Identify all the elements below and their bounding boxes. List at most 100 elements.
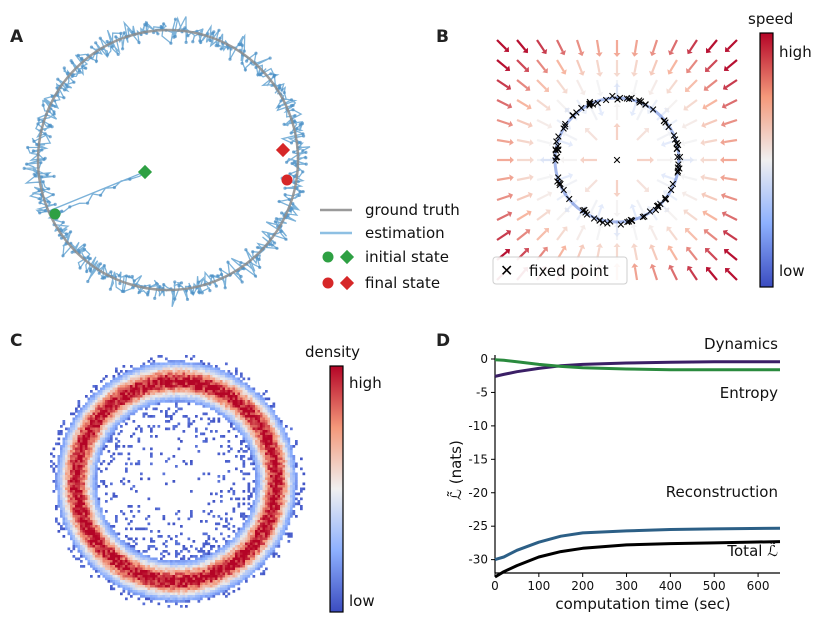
density-cell (115, 400, 118, 403)
density-cell (125, 405, 128, 408)
fixed-point-marker: ✕ (589, 213, 598, 226)
flow-arrow (595, 39, 603, 57)
density-cell (67, 495, 71, 498)
density-cell (152, 580, 156, 583)
density-cell (240, 382, 243, 386)
density-cell (85, 512, 88, 516)
density-cell (160, 355, 163, 358)
density-cell (232, 565, 236, 568)
density-cell (77, 442, 81, 446)
fixed-point-marker: ✕ (577, 102, 586, 115)
density-cell (237, 402, 241, 406)
density-cell (75, 512, 78, 516)
density-cell (187, 517, 191, 521)
density-cell (130, 555, 133, 558)
density-cell (192, 577, 196, 581)
density-cell (107, 555, 111, 558)
density-cell (257, 392, 261, 396)
density-cell (180, 387, 183, 391)
density-cell (92, 562, 96, 566)
density-cell (125, 597, 128, 601)
density-cell (110, 380, 113, 383)
density-cell (70, 530, 73, 533)
density-cell (227, 585, 231, 588)
density-cell (102, 517, 106, 521)
density-cell (267, 437, 271, 441)
estimation-point (43, 209, 47, 213)
estimation-point (116, 52, 120, 57)
density-cell (107, 532, 111, 536)
density-cell (225, 395, 228, 398)
density-cell (147, 392, 151, 396)
density-cell (267, 465, 271, 468)
density-cell (167, 395, 171, 398)
density-cell (187, 550, 191, 553)
density-cell (172, 397, 176, 401)
density-cell (115, 402, 118, 406)
density-cell (235, 420, 238, 423)
density-cell (77, 550, 81, 553)
density-cell (115, 425, 118, 428)
density-cell (117, 547, 121, 551)
density-cell (232, 377, 236, 381)
density-cell (245, 435, 248, 438)
density-cell (205, 402, 208, 406)
legend-initial-state: initial state (365, 248, 449, 266)
density-cell (200, 372, 203, 376)
density-cell (245, 537, 248, 541)
fixed-point-marker: ✕ (556, 178, 565, 191)
density-cell (257, 535, 261, 538)
density-cell (180, 375, 183, 378)
flow-arrow (706, 39, 718, 54)
density-cell (110, 382, 113, 386)
density-cell (125, 387, 128, 391)
density-cell (130, 370, 133, 373)
density-cell (240, 540, 243, 543)
density-cell (60, 492, 63, 496)
density-cell (175, 587, 178, 591)
density-cell (65, 487, 68, 491)
fixed-point-marker: ✕ (652, 200, 661, 213)
density-cell (92, 505, 96, 508)
density-cell (165, 570, 168, 573)
estimation-point (106, 53, 110, 57)
density-cell (210, 570, 213, 573)
density-cell (70, 487, 73, 491)
density-cell (232, 540, 236, 543)
density-cell (257, 537, 261, 541)
density-cell (257, 425, 261, 428)
density-cell (190, 580, 193, 583)
density-cell (187, 422, 191, 426)
density-cell (260, 410, 263, 413)
density-cell (95, 385, 98, 388)
density-cell (137, 592, 141, 596)
density-cell (115, 380, 118, 383)
density-cell (55, 442, 58, 446)
density-cell (217, 557, 221, 561)
density-cell (122, 397, 126, 401)
density-cell (255, 460, 258, 463)
flow-arrow (701, 191, 718, 202)
estimation-point (239, 274, 243, 279)
density-cell (87, 535, 91, 538)
density-cell (250, 457, 253, 461)
density-cell (142, 582, 146, 586)
density-cell (67, 452, 71, 456)
density-cell (147, 560, 151, 563)
density-cell (267, 547, 271, 551)
density-cell (250, 557, 253, 561)
density-cell (272, 495, 276, 498)
density-cell (242, 460, 246, 463)
density-cell (267, 490, 271, 493)
density-cell (100, 560, 103, 563)
density-cell (270, 407, 273, 411)
estimation-point (218, 267, 222, 271)
density-cell (87, 502, 91, 506)
density-cell (100, 535, 103, 538)
density-cell (185, 547, 188, 551)
density-cell (110, 440, 113, 443)
density-cell (72, 412, 76, 416)
density-cell (260, 482, 263, 486)
density-cell (155, 577, 158, 581)
